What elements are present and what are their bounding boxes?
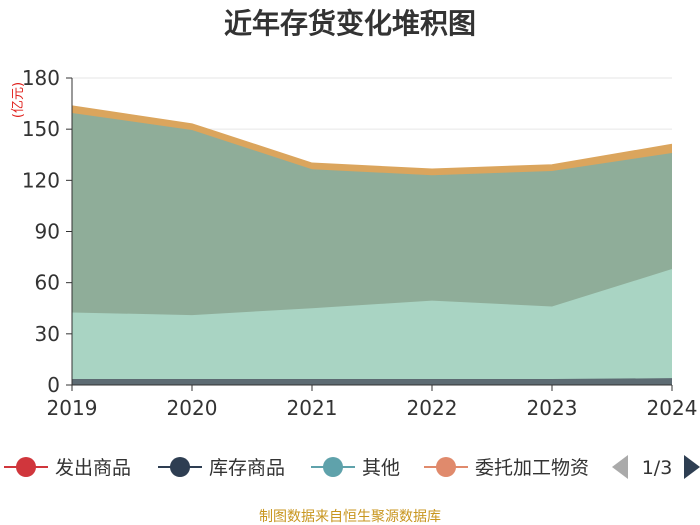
legend-item[interactable]: 发出商品 [4,457,131,479]
y-tick-label: 90 [35,220,60,244]
x-tick-label: 2021 [287,396,338,420]
x-tick-label: 2019 [47,396,98,420]
legend-pager[interactable]: 1/3 [612,455,700,479]
y-tick-label: 120 [22,168,60,192]
y-tick-labels: 0 30 60 90 120 150 180 [22,66,72,397]
area-series [71,105,673,385]
y-tick-label: 0 [47,373,60,397]
legend[interactable]: 发出商品 库存商品 其他 委托加工物资 [4,457,589,479]
area-series-line-3 [71,105,673,171]
x-tick-label: 2024 [647,396,698,420]
legend-label: 委托加工物资 [475,457,589,479]
legend-marker-icon [16,457,36,477]
x-tick-label: 2023 [527,396,578,420]
x-tick-label: 2020 [167,396,218,420]
legend-page-indicator: 1/3 [642,457,673,479]
x-tick-labels: 2019 2020 2021 2022 2023 2024 [47,385,698,420]
y-tick-label: 60 [35,271,60,295]
legend-label: 库存商品 [209,457,285,479]
y-axis-unit: (亿元) [11,82,26,118]
legend-marker-icon [436,457,456,477]
area-series-0 [72,378,672,385]
next-page-icon[interactable] [684,455,700,479]
x-tick-label: 2022 [407,396,458,420]
legend-item[interactable]: 委托加工物资 [424,457,589,479]
legend-label: 其他 [362,457,400,479]
chart-title: 近年存货变化堆积图 [224,7,476,40]
area-series-2 [72,112,672,316]
legend-marker-icon [170,457,190,477]
legend-item[interactable]: 库存商品 [158,457,285,479]
legend-label: 发出商品 [55,457,131,479]
prev-page-icon[interactable] [612,455,628,479]
y-tick-label: 180 [22,66,60,90]
y-tick-label: 150 [22,117,60,141]
legend-item[interactable]: 其他 [311,457,400,479]
data-source: 制图数据来自恒生聚源数据库 [259,509,441,525]
area-series-1 [72,269,672,380]
legend-marker-icon [323,457,343,477]
y-tick-label: 30 [35,322,60,346]
